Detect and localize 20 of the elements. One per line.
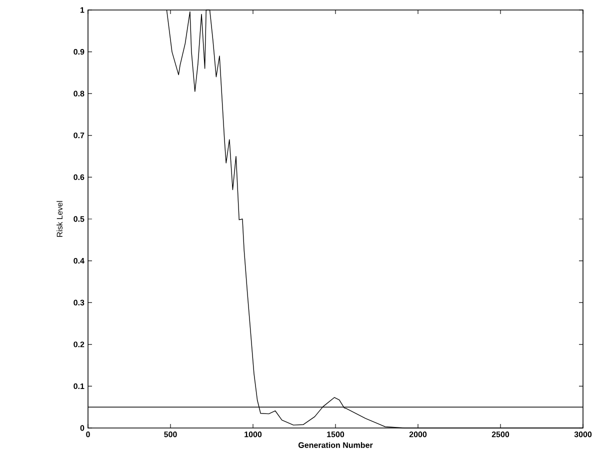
y-tick-label: 0.5 [74, 216, 84, 222]
y-tick-label: 0.2 [74, 342, 84, 348]
y-tick-label: 0.8 [74, 90, 84, 96]
x-tick-label: 2000 [409, 432, 427, 438]
y-axis-title: Risk Level [56, 201, 62, 237]
x-tick-label: 2500 [492, 432, 510, 438]
x-axis-title: Generation Number [298, 442, 373, 448]
y-tick-label: 0.1 [74, 383, 84, 390]
x-tick-label: 500 [164, 432, 177, 438]
y-tick-label: 0.7 [74, 132, 84, 138]
y-tick-label: 0.4 [74, 258, 84, 264]
y-tick-label: 0 [80, 425, 84, 431]
y-tick-label: 0.6 [74, 174, 84, 180]
x-tick-label: 0 [86, 432, 90, 438]
y-tick-label: 0.3 [74, 300, 84, 306]
x-tick-label: 3000 [574, 432, 592, 438]
y-tick-label: 1 [80, 7, 84, 13]
x-tick-label: 1500 [327, 432, 344, 438]
y-tick-label: 0.9 [74, 48, 84, 55]
x-tick-label: 1000 [244, 432, 262, 438]
